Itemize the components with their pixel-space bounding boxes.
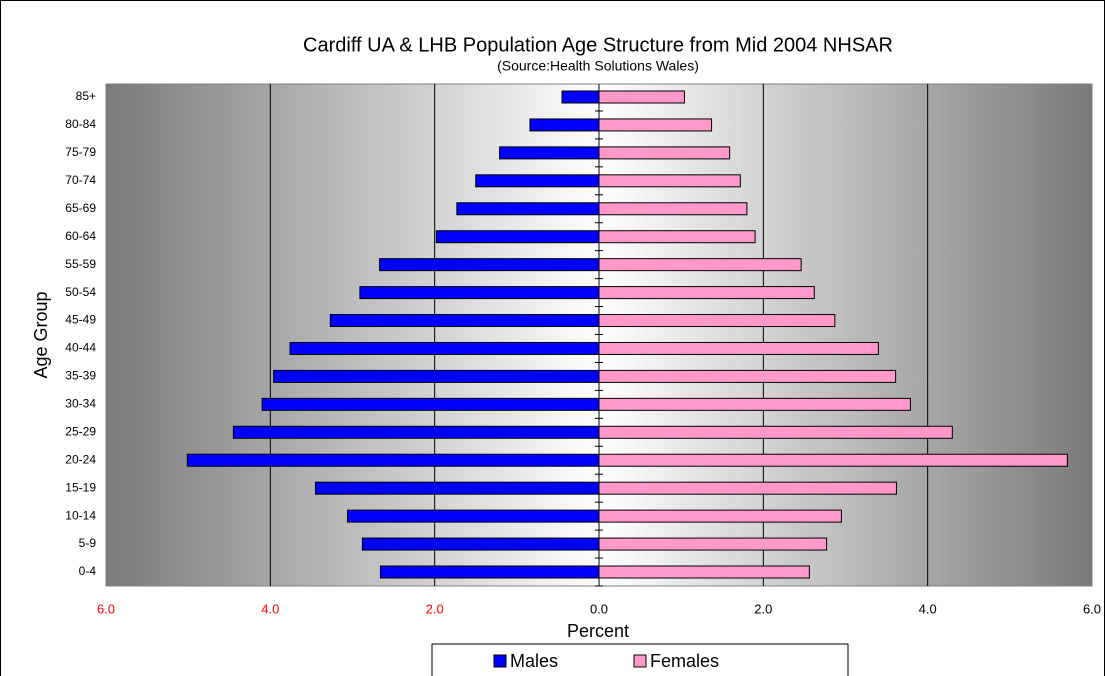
y-tick-label: 35-39: [65, 369, 96, 383]
bar: [598, 202, 748, 216]
bar: [361, 537, 600, 551]
bar: [347, 509, 600, 523]
bar: [329, 314, 600, 328]
bar: [598, 509, 842, 523]
legend-label: Females: [650, 651, 719, 671]
legend-swatch: [493, 654, 507, 668]
y-tick-label: 20-24: [65, 452, 96, 466]
y-tick-label: 25-29: [65, 424, 96, 438]
x-tick-label: 4.0: [919, 601, 937, 616]
y-tick-label: 55-59: [65, 257, 96, 271]
bar: [598, 369, 897, 383]
y-tick-label: 0-4: [79, 564, 97, 578]
bar: [598, 565, 810, 579]
y-tick-label: 65-69: [65, 201, 96, 215]
y-tick-label: 50-54: [65, 285, 96, 299]
bar: [598, 481, 897, 495]
chart-title: Cardiff UA & LHB Population Age Structur…: [303, 34, 893, 56]
y-tick-label: 75-79: [65, 145, 96, 159]
bar: [598, 425, 953, 439]
legend-label: Males: [510, 651, 558, 671]
bar: [499, 146, 600, 160]
bar: [261, 397, 600, 411]
y-tick-label: 40-44: [65, 341, 96, 355]
bar: [598, 230, 756, 244]
y-tick-label: 70-74: [65, 173, 96, 187]
bar: [598, 397, 911, 411]
x-tick-label: 6.0: [1083, 601, 1101, 616]
x-axis-title: Percent: [567, 621, 629, 641]
y-tick-label: 45-49: [65, 313, 96, 327]
bar: [598, 90, 685, 104]
bar: [186, 453, 600, 467]
bar: [598, 537, 828, 551]
bar: [598, 286, 815, 300]
bar: [232, 425, 600, 439]
bar: [273, 369, 600, 383]
bar: [435, 230, 600, 244]
bar: [456, 202, 600, 216]
y-axis-title: Age Group: [31, 291, 51, 378]
x-tick-label: 0.0: [590, 601, 608, 616]
x-tick-label: 6.0: [97, 601, 115, 616]
bar: [598, 341, 879, 355]
y-tick-label: 30-34: [65, 397, 96, 411]
bar: [598, 174, 741, 188]
y-tick-label: 85+: [76, 89, 96, 103]
bar: [475, 174, 600, 188]
bar: [379, 565, 600, 579]
bar: [529, 118, 600, 132]
x-tick-label: 2.0: [754, 601, 772, 616]
bar: [598, 314, 836, 328]
bar: [561, 90, 600, 104]
bar: [359, 286, 600, 300]
y-tick-label: 10-14: [65, 508, 96, 522]
bar: [598, 453, 1068, 467]
bar: [315, 481, 600, 495]
y-tick-label: 15-19: [65, 480, 96, 494]
bar: [598, 146, 731, 160]
y-tick-label: 5-9: [79, 536, 97, 550]
bar: [598, 258, 802, 272]
x-tick-label: 4.0: [261, 601, 279, 616]
bar: [289, 341, 600, 355]
legend-swatch: [633, 654, 647, 668]
chart-subtitle: (Source:Health Solutions Wales): [497, 58, 699, 74]
x-tick-label: 2.0: [426, 601, 444, 616]
bar: [598, 118, 713, 132]
bar: [379, 258, 600, 272]
y-tick-label: 60-64: [65, 229, 96, 243]
y-tick-label: 80-84: [65, 117, 96, 131]
